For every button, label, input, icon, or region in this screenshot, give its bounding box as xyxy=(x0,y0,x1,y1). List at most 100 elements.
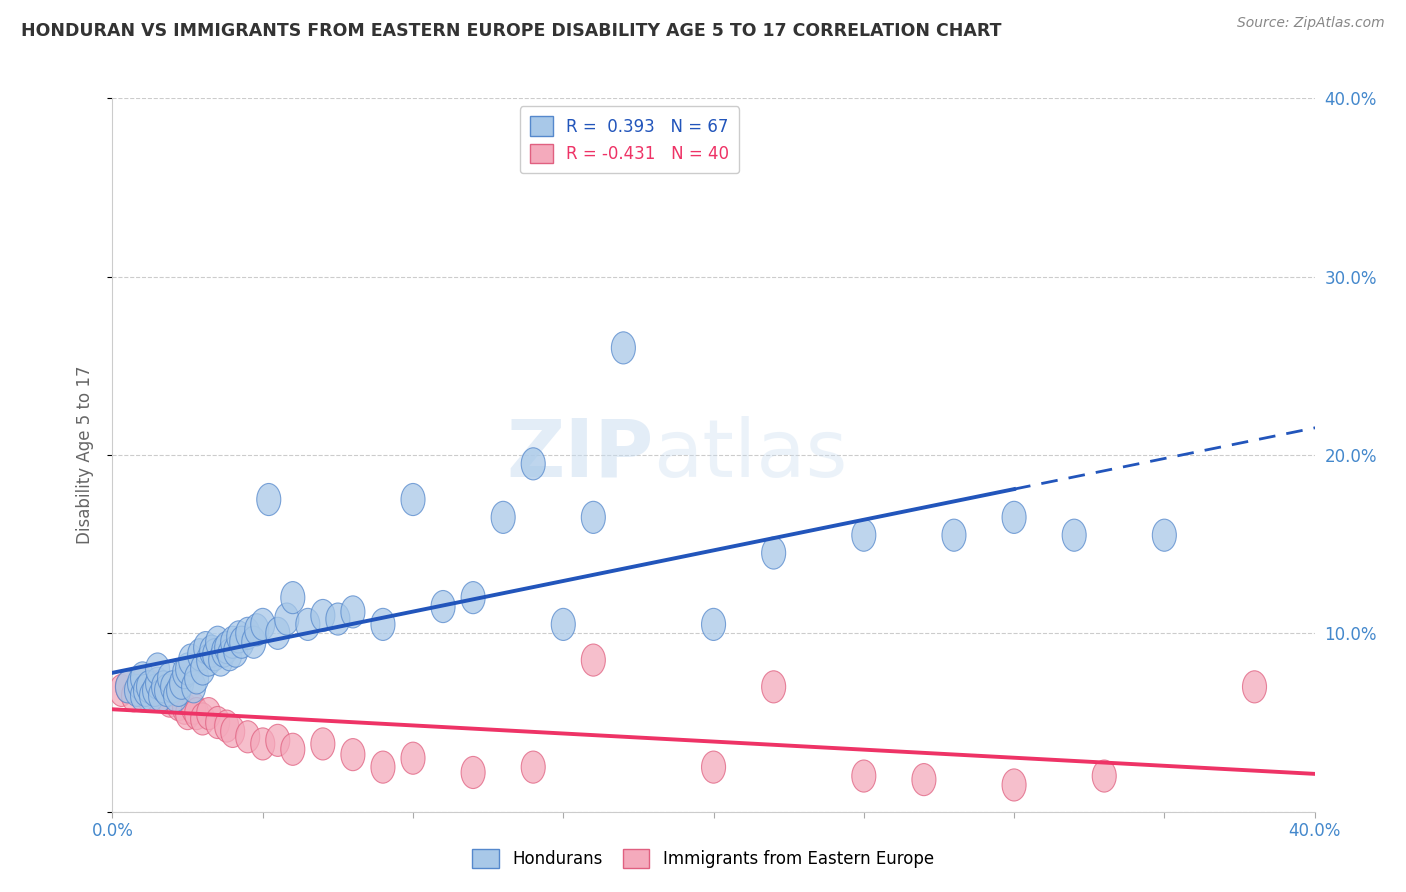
Ellipse shape xyxy=(236,617,260,649)
Ellipse shape xyxy=(942,519,966,551)
Ellipse shape xyxy=(702,608,725,640)
Ellipse shape xyxy=(202,639,226,671)
Ellipse shape xyxy=(401,742,425,774)
Ellipse shape xyxy=(311,728,335,760)
Ellipse shape xyxy=(115,671,139,703)
Ellipse shape xyxy=(226,621,250,653)
Ellipse shape xyxy=(131,680,155,712)
Ellipse shape xyxy=(326,603,350,635)
Ellipse shape xyxy=(311,599,335,632)
Ellipse shape xyxy=(136,680,160,712)
Ellipse shape xyxy=(155,680,179,712)
Ellipse shape xyxy=(173,692,197,724)
Ellipse shape xyxy=(160,674,184,706)
Ellipse shape xyxy=(340,596,366,628)
Ellipse shape xyxy=(1153,519,1177,551)
Ellipse shape xyxy=(371,608,395,640)
Ellipse shape xyxy=(215,632,239,664)
Ellipse shape xyxy=(581,644,606,676)
Ellipse shape xyxy=(852,760,876,792)
Ellipse shape xyxy=(170,667,194,699)
Ellipse shape xyxy=(212,635,236,667)
Ellipse shape xyxy=(115,671,139,703)
Ellipse shape xyxy=(205,626,229,658)
Y-axis label: Disability Age 5 to 17: Disability Age 5 to 17 xyxy=(76,366,94,544)
Ellipse shape xyxy=(142,674,166,706)
Ellipse shape xyxy=(139,680,163,712)
Ellipse shape xyxy=(274,603,299,635)
Text: HONDURAN VS IMMIGRANTS FROM EASTERN EUROPE DISABILITY AGE 5 TO 17 CORRELATION CH: HONDURAN VS IMMIGRANTS FROM EASTERN EURO… xyxy=(21,22,1001,40)
Ellipse shape xyxy=(121,680,146,712)
Ellipse shape xyxy=(295,608,319,640)
Ellipse shape xyxy=(131,662,155,694)
Ellipse shape xyxy=(229,626,253,658)
Ellipse shape xyxy=(215,710,239,742)
Ellipse shape xyxy=(200,635,224,667)
Ellipse shape xyxy=(401,483,425,516)
Ellipse shape xyxy=(128,674,152,706)
Ellipse shape xyxy=(184,662,208,694)
Ellipse shape xyxy=(197,698,221,730)
Ellipse shape xyxy=(184,698,208,730)
Ellipse shape xyxy=(224,635,247,667)
Ellipse shape xyxy=(179,644,202,676)
Ellipse shape xyxy=(155,674,179,706)
Legend: Hondurans, Immigrants from Eastern Europe: Hondurans, Immigrants from Eastern Europ… xyxy=(465,842,941,875)
Text: Source: ZipAtlas.com: Source: ZipAtlas.com xyxy=(1237,16,1385,30)
Ellipse shape xyxy=(110,674,134,706)
Ellipse shape xyxy=(461,582,485,614)
Ellipse shape xyxy=(581,501,606,533)
Ellipse shape xyxy=(134,674,157,706)
Ellipse shape xyxy=(236,721,260,753)
Ellipse shape xyxy=(1002,769,1026,801)
Ellipse shape xyxy=(173,657,197,689)
Ellipse shape xyxy=(218,639,242,671)
Ellipse shape xyxy=(461,756,485,789)
Ellipse shape xyxy=(762,671,786,703)
Ellipse shape xyxy=(166,689,191,721)
Ellipse shape xyxy=(191,653,215,685)
Ellipse shape xyxy=(191,703,215,735)
Ellipse shape xyxy=(205,706,229,739)
Ellipse shape xyxy=(281,582,305,614)
Ellipse shape xyxy=(702,751,725,783)
Ellipse shape xyxy=(340,739,366,771)
Ellipse shape xyxy=(176,653,200,685)
Ellipse shape xyxy=(852,519,876,551)
Ellipse shape xyxy=(166,674,191,706)
Ellipse shape xyxy=(371,751,395,783)
Text: atlas: atlas xyxy=(654,416,848,494)
Ellipse shape xyxy=(187,639,212,671)
Ellipse shape xyxy=(181,692,205,724)
Ellipse shape xyxy=(491,501,515,533)
Ellipse shape xyxy=(128,667,152,699)
Ellipse shape xyxy=(163,680,187,712)
Ellipse shape xyxy=(136,671,160,703)
Ellipse shape xyxy=(149,680,173,712)
Ellipse shape xyxy=(146,680,170,712)
Ellipse shape xyxy=(146,667,170,699)
Ellipse shape xyxy=(762,537,786,569)
Ellipse shape xyxy=(131,667,155,699)
Ellipse shape xyxy=(522,448,546,480)
Legend: R =  0.393   N = 67, R = -0.431   N = 40: R = 0.393 N = 67, R = -0.431 N = 40 xyxy=(520,106,740,173)
Ellipse shape xyxy=(176,698,200,730)
Ellipse shape xyxy=(221,715,245,747)
Ellipse shape xyxy=(266,617,290,649)
Ellipse shape xyxy=(432,591,456,623)
Ellipse shape xyxy=(612,332,636,364)
Ellipse shape xyxy=(160,671,184,703)
Ellipse shape xyxy=(1002,501,1026,533)
Ellipse shape xyxy=(157,685,181,717)
Ellipse shape xyxy=(152,671,176,703)
Ellipse shape xyxy=(157,662,181,694)
Ellipse shape xyxy=(125,674,149,706)
Ellipse shape xyxy=(250,608,274,640)
Ellipse shape xyxy=(257,483,281,516)
Ellipse shape xyxy=(242,626,266,658)
Ellipse shape xyxy=(551,608,575,640)
Ellipse shape xyxy=(281,733,305,765)
Ellipse shape xyxy=(181,671,205,703)
Ellipse shape xyxy=(194,632,218,664)
Text: ZIP: ZIP xyxy=(506,416,654,494)
